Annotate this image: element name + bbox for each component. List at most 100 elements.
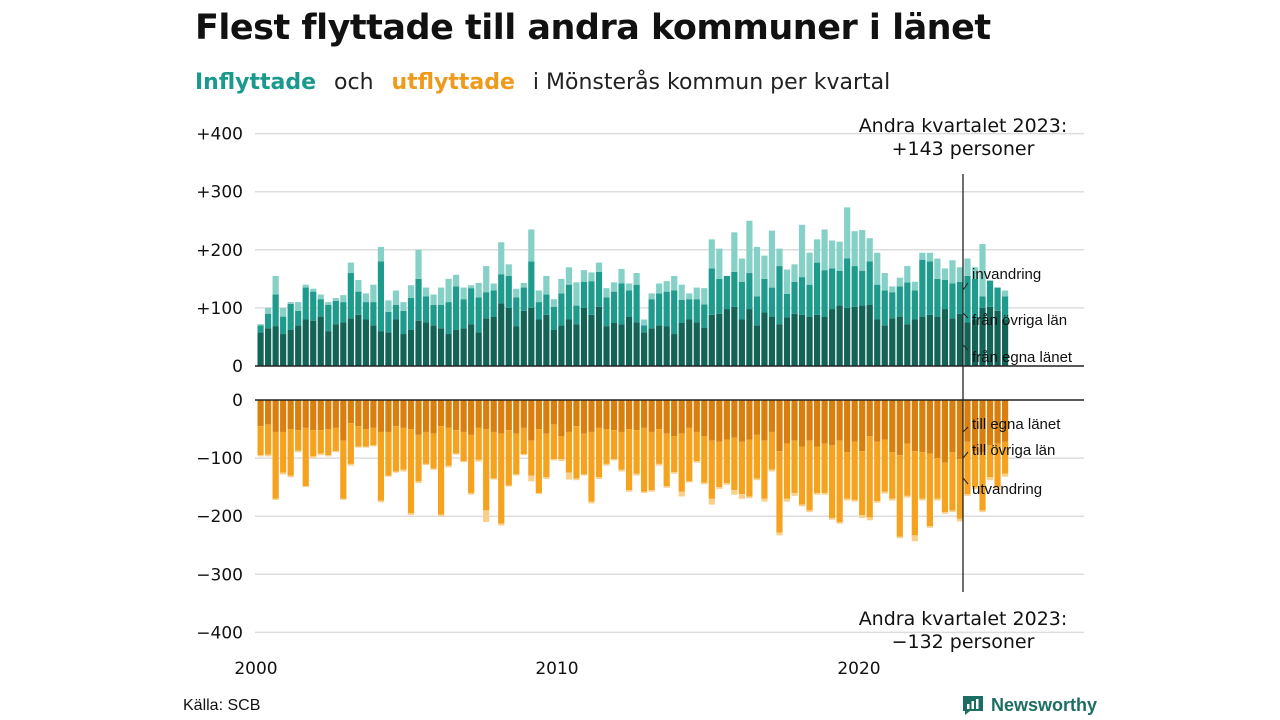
bar-in-ovriga: [498, 274, 505, 304]
bar-in-invandring: [385, 300, 392, 312]
bar-out-egna: [753, 400, 761, 435]
bar-in-egna: [625, 316, 633, 366]
bar-in-egna: [926, 314, 933, 366]
bar-in-egna: [565, 319, 573, 366]
bar-in-invandring: [716, 248, 723, 279]
bar-in-ovriga: [340, 302, 347, 323]
bar-in-invandring: [475, 282, 482, 298]
bar-out-utvandring: [520, 454, 527, 456]
bar-in-egna: [844, 307, 851, 366]
bar-in-invandring: [400, 302, 407, 311]
bar-out-egna: [603, 400, 610, 430]
bar-in-invandring: [904, 266, 911, 283]
bar-in-ovriga: [949, 283, 956, 319]
bar-in-ovriga: [738, 281, 745, 320]
bar-out-ovriga: [851, 441, 858, 500]
bar-in-egna: [911, 319, 918, 366]
bar-out-egna: [445, 400, 452, 428]
bar-in-egna: [302, 319, 309, 366]
bar-out-egna: [836, 400, 843, 441]
subtitle-rest: i Mönsterås kommun per kvartal: [532, 70, 891, 95]
bar-out-egna: [295, 400, 302, 431]
bar-out-ovriga: [633, 430, 640, 474]
bar-in-egna: [528, 307, 535, 366]
leader-egna-in: [962, 344, 969, 351]
bar-in-invandring: [272, 275, 279, 295]
bar-in-egna: [821, 316, 828, 366]
bar-out-egna: [332, 400, 339, 428]
bar-in-egna: [392, 319, 400, 366]
bar-out-egna: [964, 400, 971, 442]
bar-in-egna: [949, 318, 956, 366]
bar-out-utvandring: [813, 492, 821, 495]
bar-out-utvandring: [415, 481, 422, 484]
bar-out-egna: [671, 400, 678, 437]
bar-out-ovriga: [798, 446, 806, 505]
bar-in-egna: [686, 319, 693, 366]
bar-in-invandring: [513, 288, 520, 298]
bar-out-utvandring: [859, 515, 866, 518]
bar-in-invandring: [468, 285, 475, 289]
bar-out-utvandring: [926, 526, 933, 528]
bar-in-invandring: [979, 243, 986, 297]
bar-in-egna: [806, 316, 813, 366]
bar-out-ovriga: [904, 443, 911, 496]
bar-out-ovriga: [415, 434, 422, 482]
bar-out-utvandring: [904, 495, 911, 498]
bar-out-ovriga: [340, 440, 347, 499]
bar-in-invandring: [866, 238, 873, 262]
bar-out-utvandring: [994, 487, 1001, 491]
bar-in-ovriga: [994, 287, 1001, 311]
bar-in-invandring: [686, 293, 693, 300]
bar-in-invandring: [949, 260, 956, 284]
subtitle-inflyttade: Inflyttade: [195, 70, 317, 95]
bar-out-ovriga: [610, 430, 618, 460]
y-tick-label-top: +100: [196, 299, 243, 319]
bar-out-ovriga: [738, 441, 745, 495]
bar-in-ovriga: [671, 290, 678, 335]
bar-in-egna: [453, 329, 460, 366]
bar-out-egna: [904, 400, 911, 444]
bar-in-invandring: [926, 252, 933, 262]
bar-out-utvandring: [272, 498, 279, 500]
bar-out-utvandring: [385, 475, 392, 477]
bar-out-utvandring: [949, 510, 956, 513]
bar-in-ovriga: [543, 294, 550, 315]
bar-in-ovriga: [904, 282, 911, 325]
bar-out-utvandring: [844, 498, 851, 501]
bar-in-ovriga: [746, 273, 753, 310]
bar-in-invandring: [911, 281, 918, 291]
bar-in-egna: [287, 329, 294, 366]
y-tick-label-bottom: −200: [196, 507, 243, 527]
bar-in-invandring: [422, 287, 430, 297]
bar-in-egna: [362, 319, 369, 366]
bar-out-ovriga: [919, 452, 926, 499]
bar-in-ovriga: [603, 297, 610, 327]
bar-in-egna: [513, 326, 520, 366]
bar-in-egna: [550, 329, 557, 366]
bar-out-egna: [370, 400, 377, 428]
bar-out-ovriga: [979, 452, 986, 511]
bar-in-ovriga: [723, 275, 730, 310]
bar-out-ovriga: [746, 439, 753, 497]
bar-out-egna: [415, 400, 422, 435]
bar-out-utvandring: [565, 472, 573, 480]
bar-out-utvandring: [934, 498, 941, 501]
bar-in-ovriga: [979, 296, 986, 308]
bar-out-ovriga: [768, 431, 776, 470]
bar-out-ovriga: [595, 427, 603, 478]
bar-out-ovriga: [829, 445, 836, 518]
bar-out-utvandring: [445, 465, 452, 468]
bar-out-ovriga: [445, 427, 452, 466]
bar-out-utvandring: [550, 459, 557, 461]
bar-out-utvandring: [896, 536, 903, 539]
bar-out-ovriga: [934, 458, 941, 499]
bar-in-invandring: [798, 224, 806, 278]
bar-in-invandring: [490, 283, 497, 291]
bar-in-invandring: [317, 294, 324, 300]
bar-in-egna: [588, 314, 595, 366]
bar-in-egna: [919, 316, 926, 366]
bar-out-ovriga: [723, 439, 730, 484]
bar-out-ovriga: [347, 423, 354, 464]
bar-out-egna: [513, 400, 520, 434]
